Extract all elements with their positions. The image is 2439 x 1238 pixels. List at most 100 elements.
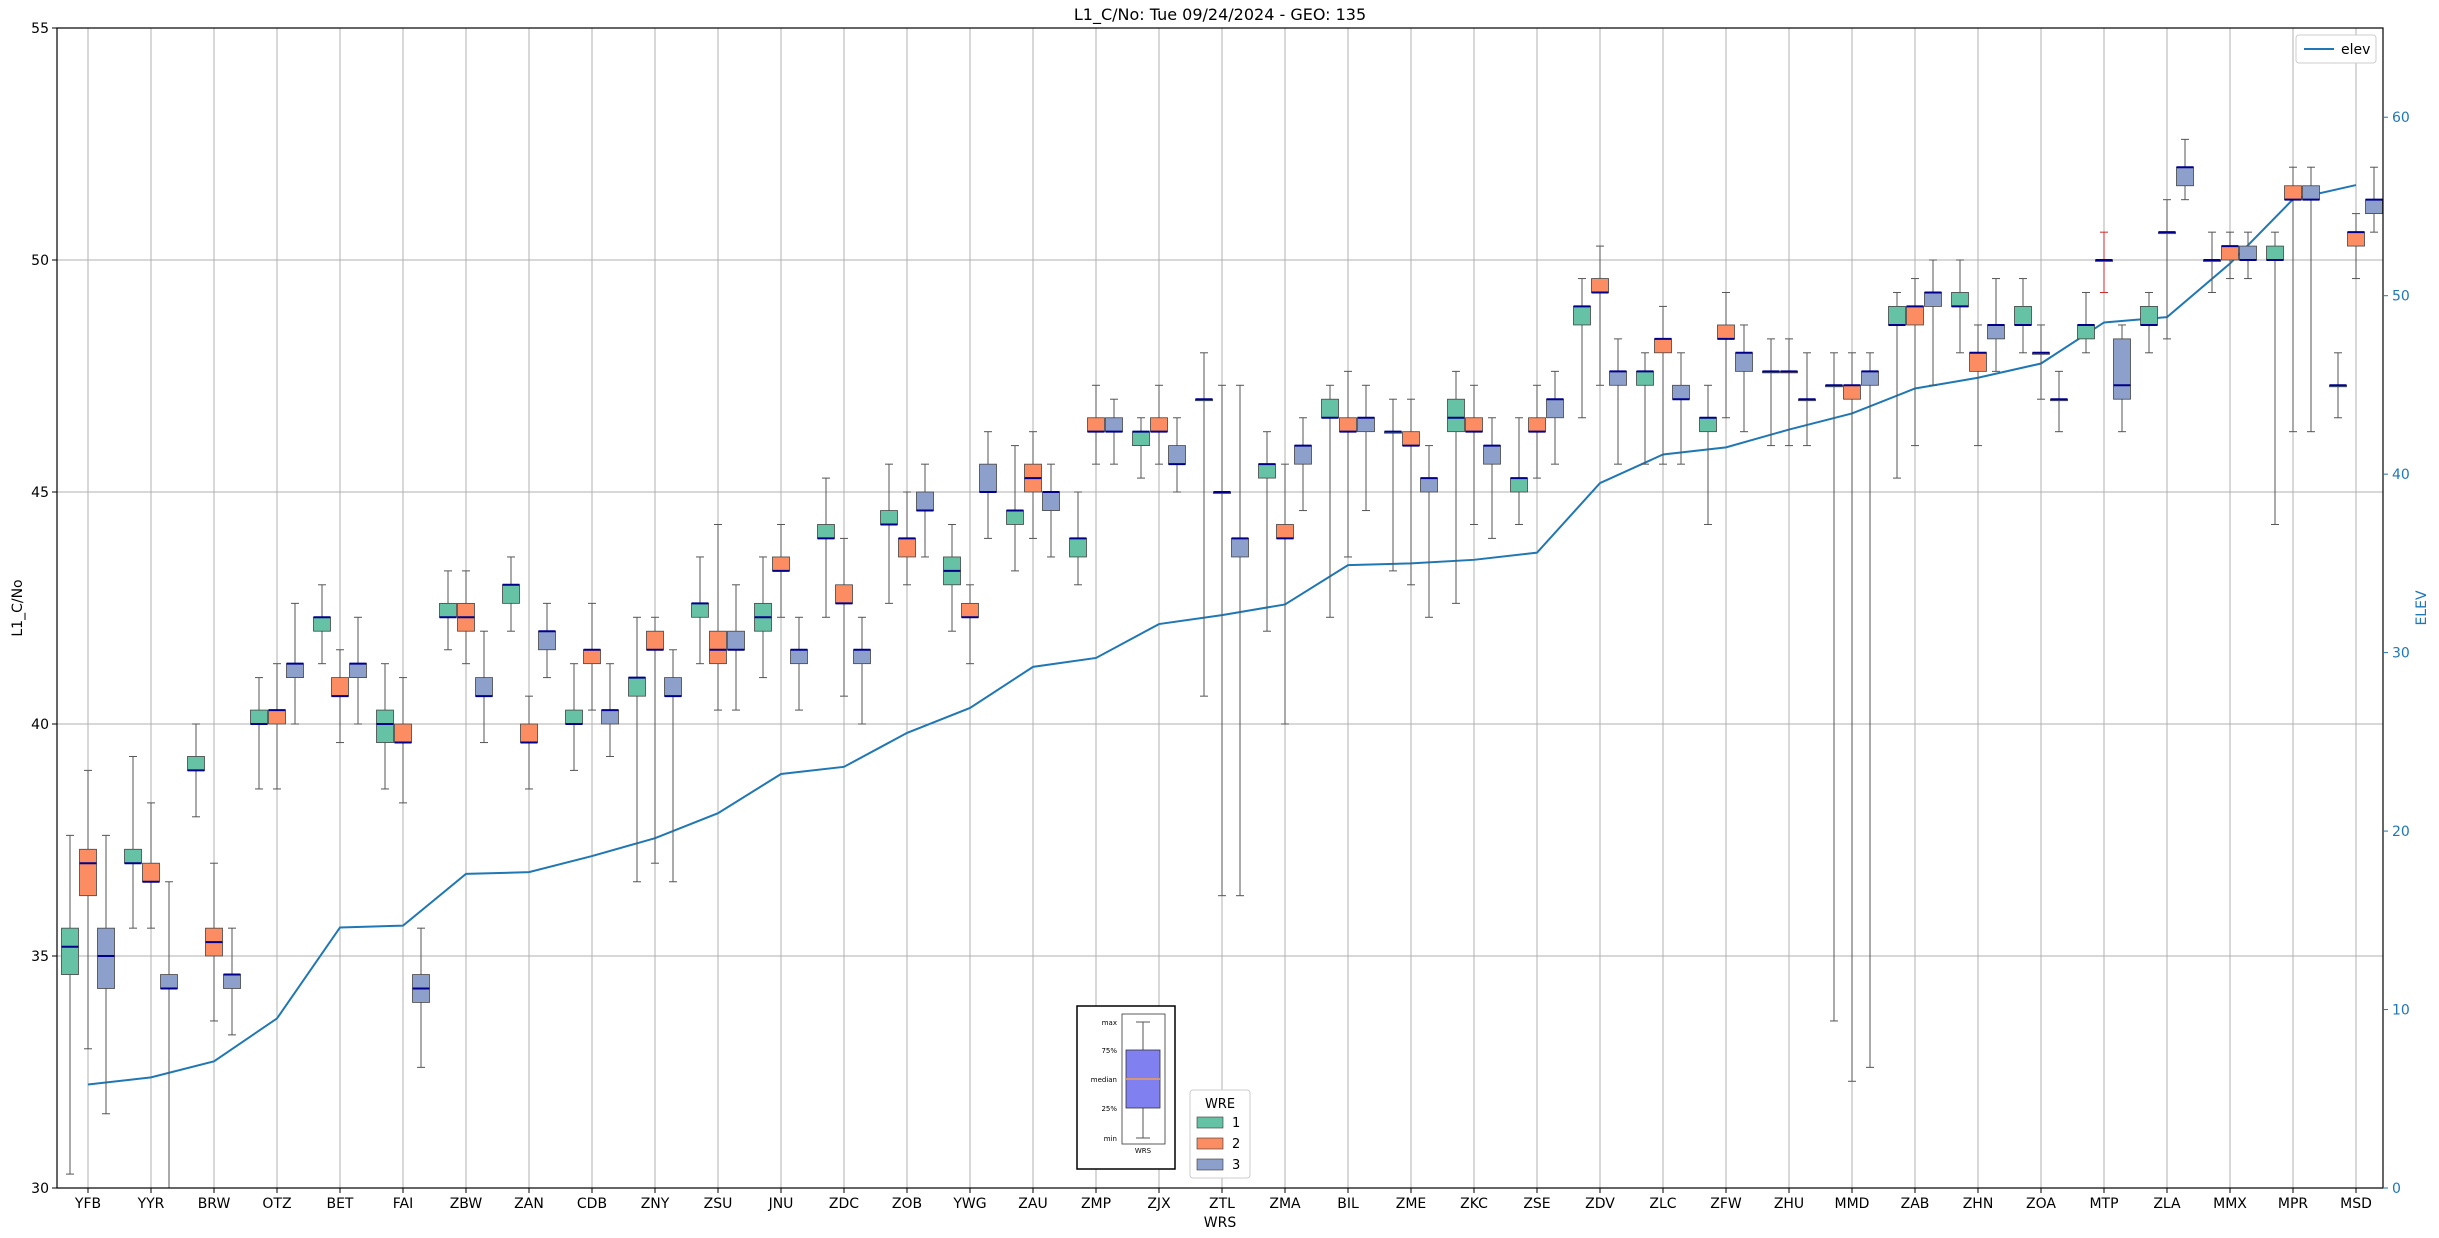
x-tick-label-ZMP: ZMP	[1081, 1196, 1111, 1212]
x-tick-label-ZAN: ZAN	[514, 1196, 544, 1212]
box-body-ZSU-wre2	[709, 630, 727, 665]
box-body-ZJX-wre2	[1150, 417, 1168, 433]
box-ZDV-wre3	[1609, 338, 1627, 465]
x-tick-label-CDB: CDB	[577, 1196, 607, 1212]
box-body-ZAN-wre1	[502, 584, 520, 604]
box-ZDC-wre2	[835, 537, 853, 697]
box-BIL-wre3	[1357, 384, 1375, 512]
box-body-BET-wre2	[331, 677, 349, 697]
x-tick-label-ZDV: ZDV	[1585, 1196, 1615, 1212]
x-tick-label-FAI: FAI	[393, 1196, 413, 1212]
elev-legend: elev	[2295, 34, 2377, 64]
x-axis-label: WRS	[1204, 1215, 1237, 1231]
box-FAI-wre3	[412, 927, 430, 1068]
box-FAI-wre2	[394, 677, 412, 804]
box-body-ZSE-wre2	[1528, 417, 1546, 433]
box-ZHN-wre3	[1987, 278, 2005, 372]
x-tick-label-BRW: BRW	[198, 1196, 231, 1212]
box-body-ZLC-wre1	[1636, 370, 1654, 386]
box-body-ZOB-wre3	[916, 491, 934, 511]
box-ZOB-wre3	[916, 463, 934, 558]
box-body-ZMA-wre3	[1294, 445, 1312, 465]
inset-label-q1: 25%	[1101, 1105, 1117, 1113]
box-body-ZLA-wre1	[2140, 305, 2158, 326]
box-body-ZJX-wre3	[1168, 445, 1186, 465]
box-body-ZLA-wre3	[2176, 166, 2194, 187]
box-body-ZOB-wre2	[898, 538, 916, 558]
box-MTP-wre2	[2095, 231, 2113, 293]
x-tick-label-ZFW: ZFW	[1710, 1196, 1742, 1212]
box-ZME-wre2	[1402, 398, 1420, 586]
box-body-CDB-wre2	[583, 649, 601, 665]
wre-legend-label-3: 3	[1232, 1158, 1240, 1173]
box-BIL-wre1	[1321, 384, 1339, 618]
box-BET-wre2	[331, 649, 349, 744]
x-tick-label-ZAU: ZAU	[1018, 1196, 1047, 1212]
box-ZBW-wre1	[439, 570, 457, 651]
box-ZSU-wre2	[709, 523, 727, 711]
x-tick-label-ZDC: ZDC	[829, 1196, 859, 1212]
box-ZJX-wre1	[1132, 417, 1150, 479]
wre-legend-swatch-2	[1196, 1137, 1224, 1150]
box-MTP-wre3	[2113, 324, 2131, 433]
box-body-BET-wre1	[313, 616, 331, 632]
x-tick-label-ZME: ZME	[1396, 1196, 1427, 1212]
x-tick-label-ZLC: ZLC	[1649, 1196, 1676, 1212]
y-tick-label-30: 30	[31, 1181, 49, 1197]
x-tick-label-BET: BET	[326, 1196, 353, 1212]
y-tick-label-55: 55	[31, 21, 49, 37]
box-body-YYR-wre3	[160, 974, 178, 989]
y-right-tick-label-30: 30	[2392, 646, 2410, 662]
inset-label-median: median	[1091, 1076, 1117, 1084]
box-ZAU-wre3	[1042, 463, 1060, 558]
box-ZHU-wre2	[1780, 338, 1798, 447]
box-ZMA-wre2	[1276, 463, 1294, 725]
box-ZSE-wre1	[1510, 417, 1528, 525]
box-body-ZAU-wre1	[1006, 510, 1024, 525]
box-CDB-wre2	[583, 602, 601, 711]
inset-key: max 75% median 25% min WRS	[1076, 1005, 1176, 1170]
box-ZAB-wre1	[1888, 291, 1906, 479]
box-MTP-wre1	[2077, 291, 2095, 354]
box-ZTL-wre3	[1231, 384, 1249, 897]
box-ZAN-wre3	[538, 602, 556, 679]
box-body-ZAB-wre3	[1924, 292, 1942, 307]
box-BRW-wre2	[205, 862, 223, 1022]
wre-legend-box	[1189, 1089, 1251, 1179]
box-ZOB-wre2	[898, 491, 916, 586]
box-body-ZLC-wre3	[1672, 384, 1690, 400]
box-ZSU-wre1	[691, 556, 709, 665]
box-ZAU-wre1	[1006, 445, 1024, 572]
box-MPR-wre1	[2266, 231, 2284, 525]
box-body-ZAN-wre3	[538, 630, 556, 651]
wre-legend-swatch-3	[1196, 1158, 1224, 1171]
box-ZNY-wre2	[646, 616, 664, 864]
box-MSD-wre1	[2329, 352, 2347, 419]
box-YFB-wre3	[97, 834, 115, 1115]
box-ZBW-wre3	[475, 630, 493, 744]
box-body-YFB-wre2	[79, 848, 97, 897]
box-YYR-wre2	[142, 802, 160, 929]
box-ZOA-wre3	[2050, 370, 2068, 433]
x-tick-label-YYR: YYR	[137, 1196, 165, 1212]
box-body-ZDV-wre2	[1591, 278, 1609, 293]
box-ZDC-wre1	[817, 477, 835, 618]
box-body-BET-wre3	[349, 663, 367, 678]
box-JNU-wre3	[790, 616, 808, 711]
box-body-ZOA-wre1	[2014, 305, 2032, 326]
box-ZMP-wre3	[1105, 398, 1123, 465]
x-tick-label-BIL: BIL	[1337, 1196, 1359, 1212]
box-body-ZSE-wre1	[1510, 477, 1528, 493]
box-BRW-wre3	[223, 927, 241, 1036]
box-body-ZME-wre3	[1420, 477, 1438, 493]
box-ZNY-wre3	[664, 649, 682, 883]
box-MMX-wre3	[2239, 231, 2257, 280]
box-YWG-wre3	[979, 431, 997, 539]
box-ZHU-wre1	[1762, 338, 1780, 447]
y-tick-label-50: 50	[31, 253, 49, 269]
box-body-ZHN-wre1	[1951, 292, 1969, 307]
box-YYR-wre3	[160, 881, 178, 1189]
box-ZNY-wre1	[628, 616, 646, 883]
